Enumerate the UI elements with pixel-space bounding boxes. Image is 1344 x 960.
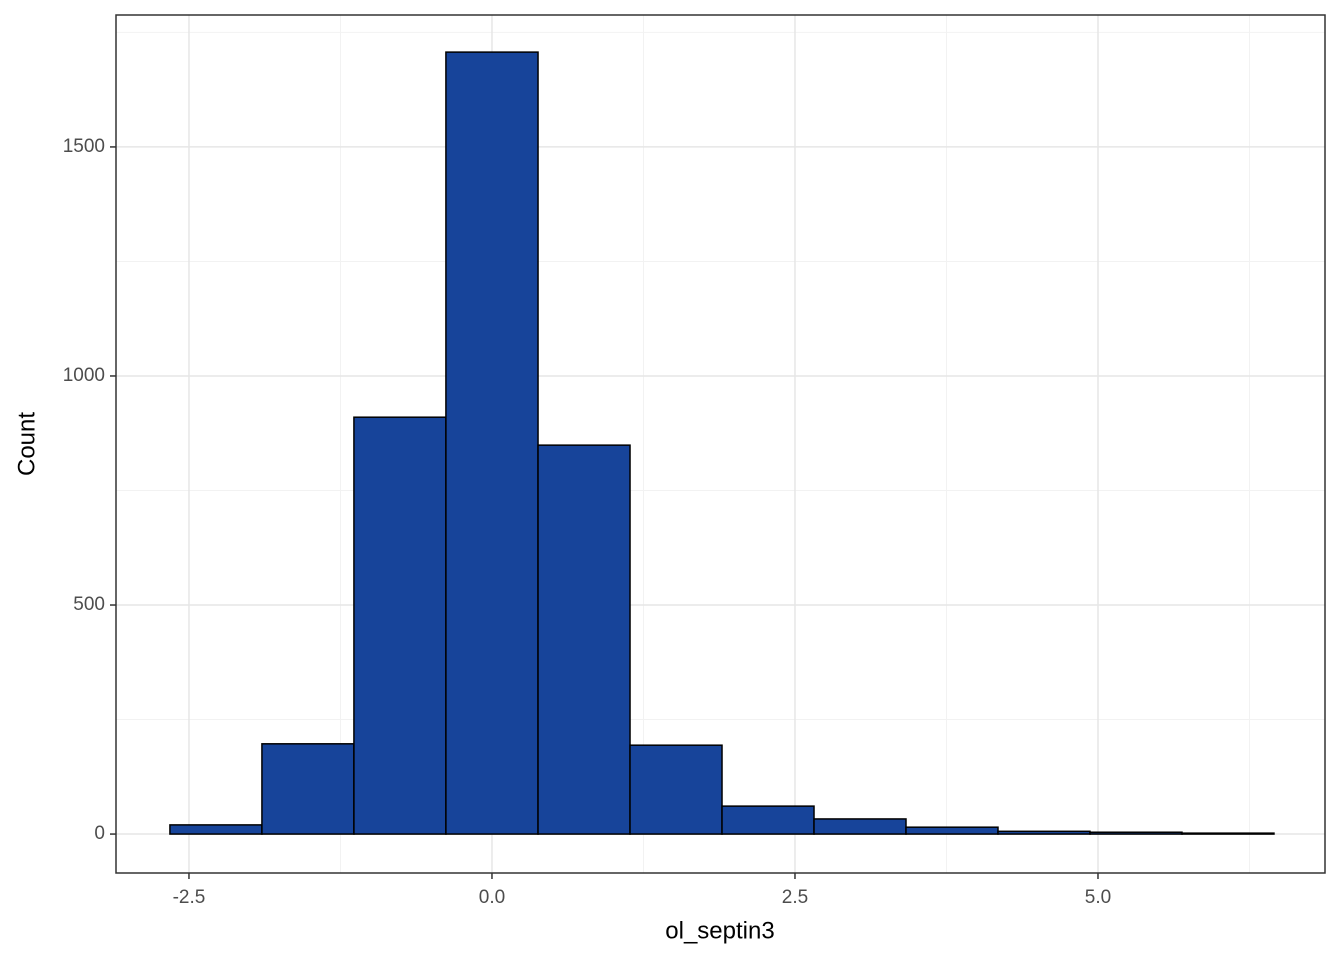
y-tick-label: 0 — [94, 823, 105, 844]
x-tick-label: 2.5 — [782, 887, 808, 908]
bar — [721, 805, 815, 835]
bar — [169, 824, 263, 835]
bar — [813, 818, 907, 835]
bar — [629, 744, 723, 835]
bar — [905, 826, 999, 835]
panel-border — [115, 14, 1326, 874]
bar — [353, 416, 447, 835]
bar — [537, 444, 631, 835]
x-tick-label: -2.5 — [173, 887, 206, 908]
x-tick-label: 0.0 — [479, 887, 505, 908]
x-tick-label: 5.0 — [1085, 887, 1111, 908]
y-tick-label: 1500 — [63, 136, 105, 157]
y-axis-label: Count — [13, 412, 40, 476]
y-tick-label: 500 — [73, 594, 105, 615]
bar — [997, 830, 1091, 835]
bar — [261, 743, 355, 835]
x-axis-label: ol_septin3 — [665, 917, 774, 944]
bar — [1181, 832, 1275, 835]
bar — [445, 51, 539, 835]
y-tick-label: 1000 — [63, 365, 105, 386]
bar — [1089, 831, 1183, 835]
